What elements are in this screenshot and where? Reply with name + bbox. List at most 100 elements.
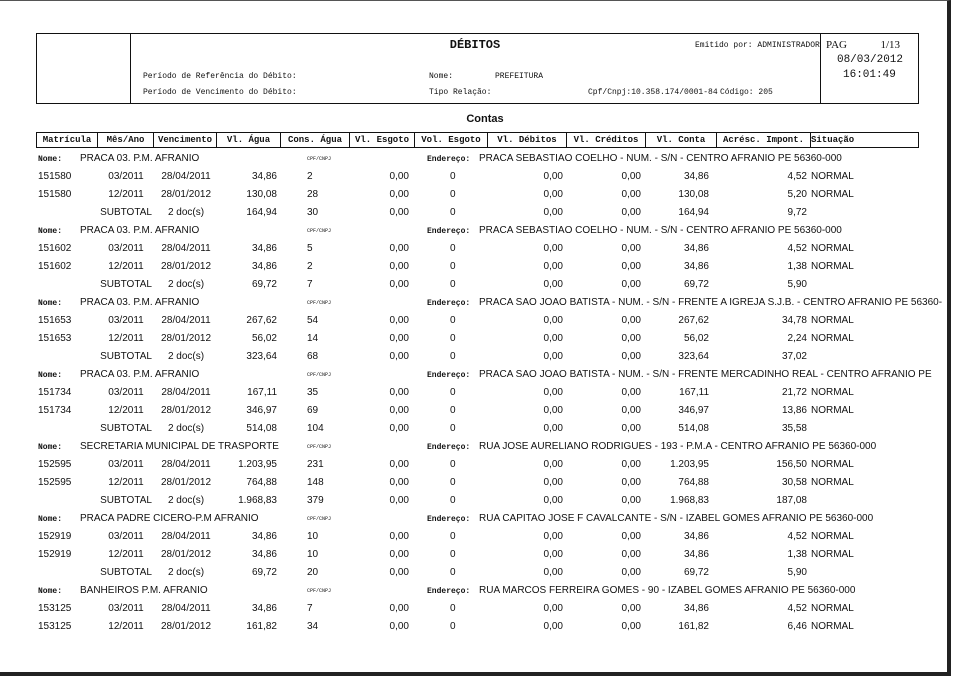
cell: 12/2011 xyxy=(108,621,144,632)
cell: NORMAL xyxy=(811,387,854,398)
cpf-label: CPF/CNPJ xyxy=(307,588,332,594)
cpf-label: CPF/CNPJ xyxy=(307,444,332,450)
field-value: Cpf/Cnpj:10.358.174/0001-84 xyxy=(588,88,718,97)
section-title: Contas xyxy=(466,113,504,125)
address-label: Endereço: xyxy=(427,299,471,308)
cell: 0,00 xyxy=(621,621,641,632)
subtotal-cell: 68 xyxy=(307,351,319,362)
subtotal-cell: 2 doc(s) xyxy=(167,495,205,506)
field-label: Período de Referência do Débito: xyxy=(143,72,297,81)
cell: 0 xyxy=(450,603,456,614)
cell: 03/2011 xyxy=(108,171,144,182)
subtotal-cell: 35,58 xyxy=(781,423,807,434)
cell: 130,08 xyxy=(246,189,277,200)
cell: 03/2011 xyxy=(108,531,144,542)
cell: 0,00 xyxy=(389,405,409,416)
cell: 28/01/2012 xyxy=(160,333,212,344)
subtotal-cell: 1.968,83 xyxy=(238,495,277,506)
cell: 0,00 xyxy=(621,459,641,470)
cell: 0,00 xyxy=(543,171,563,182)
address-label: Endereço: xyxy=(427,155,471,164)
cell: 167,11 xyxy=(247,387,277,398)
cell: 1.203,95 xyxy=(670,459,709,470)
subtotal-cell: 0,00 xyxy=(389,423,409,434)
cell: 346,97 xyxy=(678,405,709,416)
cell: 4,52 xyxy=(787,531,807,542)
name-label: Nome: xyxy=(38,515,63,524)
cell: 34,78 xyxy=(781,315,807,326)
cell: NORMAL xyxy=(811,333,854,344)
address: PRACA SAO JOAO BATISTA - NUM. - S/N - FR… xyxy=(479,297,943,308)
column-header: Vol. Esgoto xyxy=(414,132,488,148)
cell: 03/2011 xyxy=(108,603,144,614)
cell: 03/2011 xyxy=(108,459,144,470)
cell: 151734 xyxy=(38,405,72,416)
cell: 0 xyxy=(450,459,456,470)
subtotal-cell: 0 xyxy=(450,423,456,434)
cell: 28/04/2011 xyxy=(161,171,211,182)
name-label: Nome: xyxy=(38,443,63,452)
cell: 0 xyxy=(450,477,456,488)
cell: 0,00 xyxy=(389,261,409,272)
subtotal-cell: 514,08 xyxy=(246,423,277,434)
cell: 0,00 xyxy=(621,243,641,254)
subtotal-cell: 0,00 xyxy=(543,423,563,434)
cell: 03/2011 xyxy=(108,387,144,398)
subtotal-cell: 0,00 xyxy=(543,351,563,362)
cell: 0 xyxy=(450,531,456,542)
field-label: Período de Vencimento do Débito: xyxy=(143,88,297,97)
subtotal-cell: 0 xyxy=(450,351,456,362)
cell: 0,00 xyxy=(389,603,409,614)
column-header: Vencimento xyxy=(153,132,217,148)
emit-date: 08/03/2012 xyxy=(836,54,903,66)
subtotal-cell: 1.968,83 xyxy=(670,495,709,506)
cell: 12/2011 xyxy=(108,261,144,272)
group-name: PRACA PADRE CICERO-P.M AFRANIO xyxy=(80,513,259,524)
cell: 0 xyxy=(450,387,456,398)
cell: 153125 xyxy=(38,621,72,632)
cell: 7 xyxy=(307,603,313,614)
cell: 30,58 xyxy=(781,477,807,488)
address: RUA MARCOS FERREIRA GOMES - 90 - IZABEL … xyxy=(479,585,856,596)
cell: 0,00 xyxy=(389,315,409,326)
subtotal-cell: SUBTOTAL xyxy=(100,567,152,578)
cell: 03/2011 xyxy=(108,243,144,254)
name-label: Nome: xyxy=(38,299,63,308)
cell: NORMAL xyxy=(811,621,854,632)
cell: 4,52 xyxy=(787,243,807,254)
cell: 1.203,95 xyxy=(238,459,277,470)
cell: 151580 xyxy=(38,189,72,200)
cpf-label: CPF/CNPJ xyxy=(307,516,332,522)
subtotal-cell: 0,00 xyxy=(543,279,563,290)
cpf-label: CPF/CNPJ xyxy=(307,156,332,162)
address: RUA JOSE AURELIANO RODRIGUES - 193 - P.M… xyxy=(479,441,877,452)
cell: 0,00 xyxy=(621,171,641,182)
address-label: Endereço: xyxy=(427,227,471,236)
cell: 0,00 xyxy=(543,387,563,398)
subtotal-cell: 0,00 xyxy=(389,207,409,218)
cell: 56,02 xyxy=(251,333,277,344)
header-divider xyxy=(130,33,131,103)
subtotal-cell: SUBTOTAL xyxy=(100,207,152,218)
cell: 0,00 xyxy=(389,549,409,560)
cell: 0 xyxy=(450,549,456,560)
cell: 0,00 xyxy=(621,531,641,542)
subtotal-cell: 0,00 xyxy=(621,567,641,578)
cell: 151734 xyxy=(38,387,72,398)
cell: 0,00 xyxy=(389,459,409,470)
cell: 0,00 xyxy=(389,477,409,488)
address-label: Endereço: xyxy=(427,587,471,596)
cell: 03/2011 xyxy=(108,315,144,326)
cell: NORMAL xyxy=(811,477,854,488)
subtotal-cell: 0,00 xyxy=(389,351,409,362)
subtotal-cell: 0,00 xyxy=(543,207,563,218)
group-name: SECRETARIA MUNICIPAL DE TRASPORTE xyxy=(80,441,279,452)
subtotal-cell: 0,00 xyxy=(389,279,409,290)
field-label: Tipo Relação: xyxy=(429,88,492,97)
group-name: PRACA 03. P.M. AFRANIO xyxy=(80,369,200,380)
cell: 5 xyxy=(307,243,313,254)
cell: 34 xyxy=(307,621,319,632)
subtotal-cell: SUBTOTAL xyxy=(100,423,152,434)
cell: 346,97 xyxy=(246,405,277,416)
cell: 764,88 xyxy=(246,477,277,488)
